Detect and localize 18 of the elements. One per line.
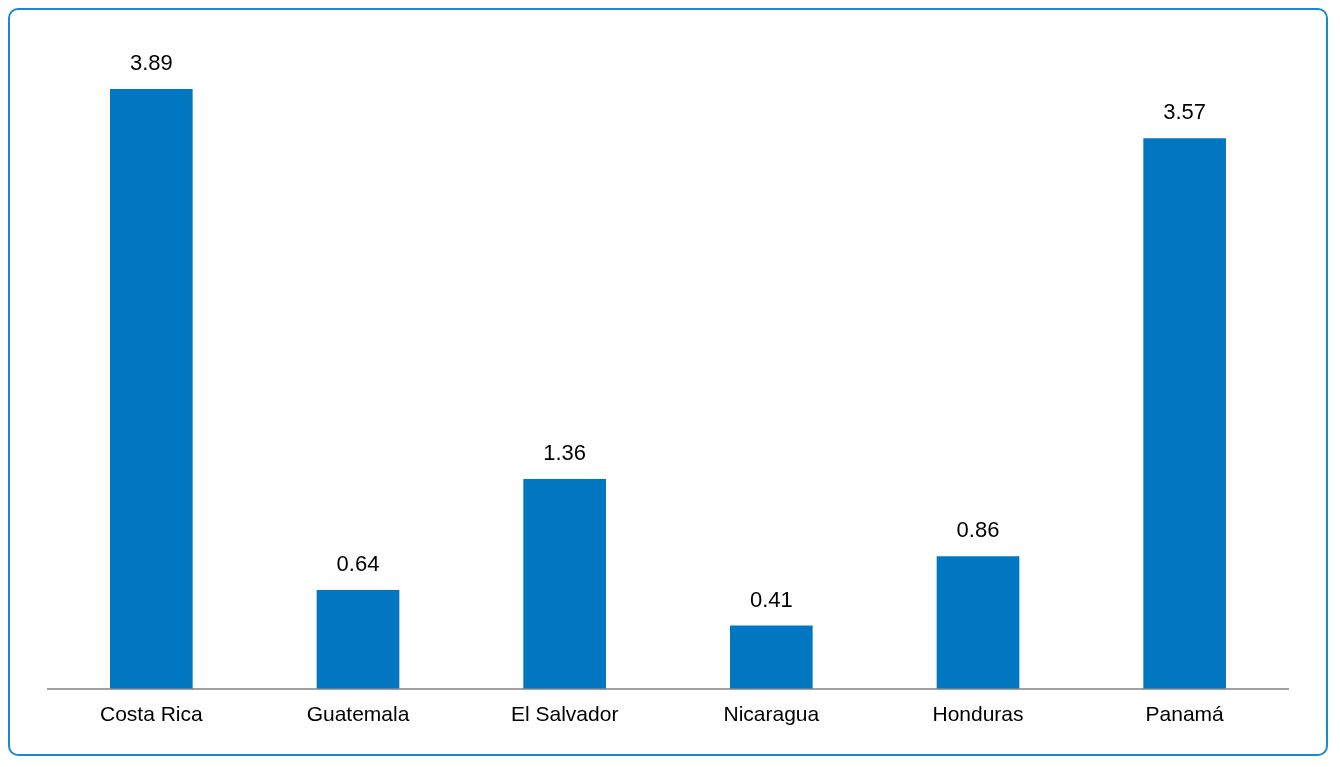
data-label: 0.64 (336, 551, 380, 577)
bar (1143, 138, 1226, 689)
x-tick-label: Guatemala (306, 702, 410, 726)
bar (523, 479, 606, 689)
x-tick-label: Panamá (1145, 702, 1225, 726)
data-label: 1.36 (543, 440, 587, 466)
x-tick-label: Nicaragua (723, 702, 820, 726)
data-label: 3.57 (1163, 99, 1207, 125)
x-tick-label: El Salvador (510, 702, 619, 726)
bar (316, 590, 400, 689)
data-label: 0.86 (956, 517, 1000, 543)
bar (936, 556, 1020, 689)
x-tick-label: Honduras (932, 702, 1024, 726)
data-label: 3.89 (129, 50, 173, 76)
bar (110, 88, 193, 689)
x-tick-label: Costa Rica (99, 702, 204, 726)
data-label: 0.41 (749, 586, 793, 612)
bar (730, 625, 813, 689)
